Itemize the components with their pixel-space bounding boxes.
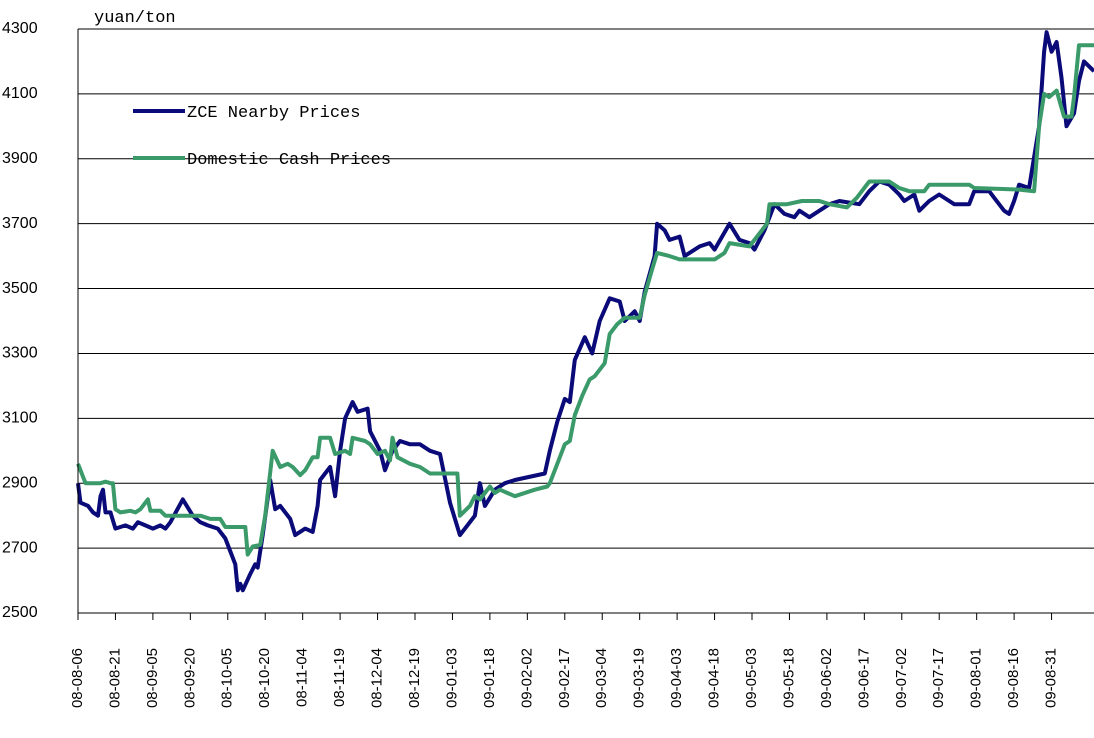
x-tick-label: 09-05-03	[743, 648, 760, 708]
y-axis-unit: yuan/ton	[94, 9, 176, 28]
x-tick-label: 09-02-17	[556, 648, 573, 708]
legend-label: Domestic Cash Prices	[187, 151, 391, 170]
x-tick-label: 09-08-01	[968, 648, 985, 708]
x-tick-label: 09-08-31	[1043, 648, 1060, 708]
ticks: 2500 2700 2900 3100 3300 3500 3700 3900 4100 4300…	[2, 20, 1060, 708]
y-tick-label: 2700	[2, 539, 38, 556]
y-tick-label: 4300	[2, 20, 38, 37]
x-tick-label: 08-12-04	[369, 648, 386, 708]
x-tick-label: 09-04-03	[668, 648, 685, 708]
y-tick-label: 3700	[2, 215, 38, 232]
y-tick-label: 3900	[2, 150, 38, 167]
x-tick-label: 08-11-04	[294, 648, 311, 707]
x-tick-label: 08-11-19	[331, 648, 348, 707]
x-tick-label: 08-10-05	[219, 648, 236, 708]
x-tick-label: 08-08-21	[106, 648, 123, 708]
x-tick-label: 09-01-18	[481, 648, 498, 708]
x-tick-label: 09-07-02	[893, 648, 910, 708]
y-tick-label: 3300	[2, 345, 38, 362]
x-tick-label: 08-09-20	[181, 648, 198, 708]
series-line	[76, 43, 1094, 557]
y-tick-label: 2900	[2, 474, 38, 491]
y-tick-label: 4100	[2, 85, 38, 102]
x-tick-label: 09-05-18	[780, 648, 797, 708]
y-tick-label: 3100	[2, 410, 38, 427]
x-tick-label: 09-02-02	[518, 648, 535, 708]
x-tick-label: 09-08-16	[1005, 648, 1022, 708]
legend-label: ZCE Nearby Prices	[187, 104, 360, 123]
y-tick-label: 3500	[2, 280, 38, 297]
lines	[76, 30, 1094, 593]
legend: ZCE Nearby Prices Domestic Cash Prices	[133, 104, 391, 170]
x-tick-label: 09-03-04	[593, 648, 610, 708]
x-tick-label: 09-06-02	[818, 648, 835, 708]
x-tick-label: 09-04-18	[706, 648, 723, 708]
x-tick-label: 09-06-17	[855, 648, 872, 708]
x-tick-label: 09-01-03	[443, 648, 460, 708]
x-tick-label: 08-09-05	[144, 648, 161, 708]
x-tick-label: 09-07-17	[930, 648, 947, 708]
series-line	[76, 30, 1094, 593]
y-tick-label: 2500	[2, 604, 38, 621]
x-tick-label: 09-03-19	[631, 648, 648, 708]
x-tick-label: 08-10-20	[256, 648, 273, 708]
x-tick-label: 08-08-06	[69, 648, 86, 708]
x-tick-label: 08-12-19	[406, 648, 423, 708]
